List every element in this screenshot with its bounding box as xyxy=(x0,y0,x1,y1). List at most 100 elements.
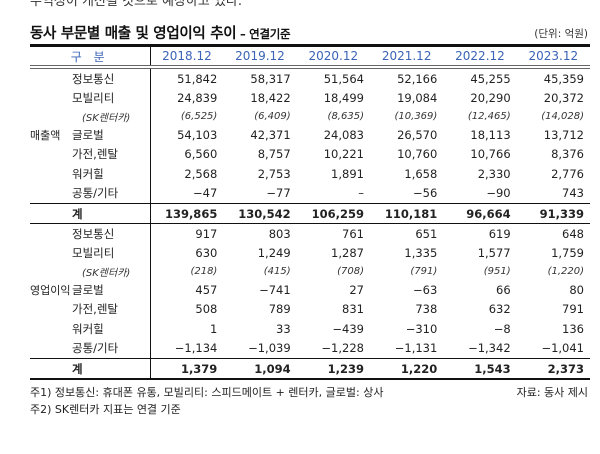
value-cell: 26,570 xyxy=(397,127,438,142)
value-cell: −47 xyxy=(193,186,218,201)
value-cell: 1,249 xyxy=(257,246,291,261)
total-row: 계 139,865 130,542 106,259 110,181 96,664 91,33… xyxy=(30,203,590,224)
value-cell: −1,134 xyxy=(174,341,218,356)
value-cell: −77 xyxy=(266,186,291,201)
value-cell: −1,041 xyxy=(541,341,584,356)
value-cell: (6,525) xyxy=(180,111,218,122)
segment-label: (SK렌터카) xyxy=(72,263,151,280)
table-row: 정보통신 51,842 58,317 51,564 52,166 45,255 45,359 xyxy=(30,67,590,89)
value-cell: 45,255 xyxy=(470,71,511,86)
segment-label: 정보통신 xyxy=(72,223,151,244)
segment-label: 정보통신 xyxy=(72,67,151,89)
value-cell: 54,103 xyxy=(177,127,218,142)
value-cell: 761 xyxy=(342,226,364,241)
group-label xyxy=(30,224,72,244)
value-cell: (951) xyxy=(483,266,511,277)
segment-label: 가전,렌탈 xyxy=(72,144,151,164)
value-cell: 19,084 xyxy=(397,91,438,106)
segment-label: 모빌리티 xyxy=(72,243,151,263)
table-row: (SK렌터카) (218) (415) (708) (791) (951) (1,220) xyxy=(30,263,590,280)
total-value-cell: 2,373 xyxy=(516,358,590,380)
total-row: 계 1,379 1,094 1,239 1,220 1,543 2,373 xyxy=(30,358,590,380)
table-row: (SK렌터카) (6,525) (6,409) (8,635) (10,369) (12,… xyxy=(30,108,590,125)
value-cell: 13,712 xyxy=(543,127,584,142)
value-cell: 66 xyxy=(496,282,511,297)
value-cell: 1,759 xyxy=(551,246,584,261)
group-label xyxy=(30,319,72,339)
value-cell: 6,560 xyxy=(184,147,218,162)
value-cell: −1,039 xyxy=(248,341,291,356)
value-cell: 24,839 xyxy=(177,91,218,106)
table-row: 가전,렌탈 6,560 8,757 10,221 10,760 10,766 8,376 xyxy=(30,144,590,164)
header-year: 2019.12 xyxy=(223,44,297,69)
value-cell: 1,335 xyxy=(404,246,438,261)
table-row: 워커힐 1 33 −439 −310 −8 136 xyxy=(30,319,590,339)
table-row: 가전,렌탈 508 789 831 738 632 791 xyxy=(30,299,590,320)
table-row: 모빌리티 24,839 18,422 18,499 19,084 20,290 20,372 xyxy=(30,88,590,108)
value-cell: 508 xyxy=(195,302,218,317)
table-title-row: 동사 부문별 매출 및 영업이익 추이 – 연결기준 (단위: 억원) xyxy=(30,22,590,44)
segment-label: 공통/기타 xyxy=(72,338,151,359)
group-label xyxy=(30,244,72,264)
value-cell: 831 xyxy=(342,302,364,317)
value-cell: 630 xyxy=(195,246,218,261)
value-cell: (415) xyxy=(263,266,291,277)
value-cell: (708) xyxy=(337,266,364,277)
value-cell: 2,776 xyxy=(551,166,584,181)
total-value-cell: 110,181 xyxy=(369,203,444,224)
value-cell: (12,465) xyxy=(467,111,511,122)
total-value-cell: 96,664 xyxy=(443,203,517,224)
value-cell: 1,577 xyxy=(477,246,511,261)
value-cell: −741 xyxy=(259,282,291,297)
footnotes: 주1) 정보통신: 휴대폰 유통, 모빌리티: 스피드메이트 + 렌터카, 글로… xyxy=(30,384,590,418)
segment-label: 가전,렌탈 xyxy=(72,299,151,319)
footnote-2: 주2) SK렌터카 지표는 연결 기준 xyxy=(30,403,181,416)
value-cell: (1,220) xyxy=(547,266,584,277)
value-cell: 24,083 xyxy=(323,127,364,142)
group-label xyxy=(30,184,72,204)
value-cell: 2,330 xyxy=(477,166,511,181)
value-cell: 42,371 xyxy=(250,127,291,142)
group-label: 매출액 xyxy=(30,128,61,142)
table-row: 공통/기타 −1,134 −1,039 −1,228 −1,131 −1,342 −1,04… xyxy=(30,338,590,359)
value-cell: 45,359 xyxy=(543,71,584,86)
group-label: 영업이익 xyxy=(30,283,71,297)
footnote-1: 주1) 정보통신: 휴대폰 유통, 모빌리티: 스피드메이트 + 렌터카, 글로… xyxy=(30,386,384,399)
group-label xyxy=(30,108,72,125)
header-year: 2022.12 xyxy=(443,44,517,69)
total-value-cell: 1,094 xyxy=(223,358,297,380)
clipped-paragraph-text: 수익성이 개선될 것으로 예상하고 있다. xyxy=(30,0,243,9)
table-row: 매출액 글로벌 54,103 42,371 24,083 26,570 18,113 13,7… xyxy=(30,125,590,145)
value-cell: 20,290 xyxy=(470,91,511,106)
value-cell: – xyxy=(358,186,364,201)
value-cell: 80 xyxy=(569,282,584,297)
value-cell: 791 xyxy=(562,302,584,317)
table-row: 정보통신 917 803 761 651 619 648 xyxy=(30,223,590,244)
total-value-cell: 1,379 xyxy=(150,358,224,380)
segment-label: 모빌리티 xyxy=(72,88,151,108)
table-row: 워커힐 2,568 2,753 1,891 1,658 2,330 2,776 xyxy=(30,164,590,184)
source-label: 자료: 동사 제시 xyxy=(516,386,588,399)
value-cell: (8,635) xyxy=(327,111,364,122)
value-cell: 58,317 xyxy=(250,71,291,86)
unit-label: (단위: 억원) xyxy=(534,28,588,40)
value-cell: 18,422 xyxy=(250,91,291,106)
total-value-cell: 106,259 xyxy=(296,203,370,224)
total-label: 계 xyxy=(30,203,151,224)
value-cell: 648 xyxy=(562,226,584,241)
value-cell: (6,409) xyxy=(254,111,291,122)
segment-financials-table: 구 분 2018.12 2019.12 2020.12 2021.12 2022… xyxy=(30,44,590,380)
total-value-cell: 1,220 xyxy=(369,358,444,380)
header-year: 2023.12 xyxy=(516,44,590,69)
value-cell: 10,760 xyxy=(397,147,438,162)
value-cell: 917 xyxy=(195,226,218,241)
group-label xyxy=(30,300,72,320)
value-cell: −439 xyxy=(332,321,364,336)
value-cell: 632 xyxy=(488,302,511,317)
operating-profit-section: 정보통신 917 803 761 651 619 648 모빌리티 630 1,249 1,287 1… xyxy=(30,223,590,380)
table-title: 동사 부문별 매출 및 영업이익 추이 – 연결기준 xyxy=(30,22,291,43)
group-label xyxy=(30,67,72,89)
value-cell: 803 xyxy=(268,226,291,241)
value-cell: (10,369) xyxy=(394,111,438,122)
value-cell: −1,131 xyxy=(394,341,438,356)
